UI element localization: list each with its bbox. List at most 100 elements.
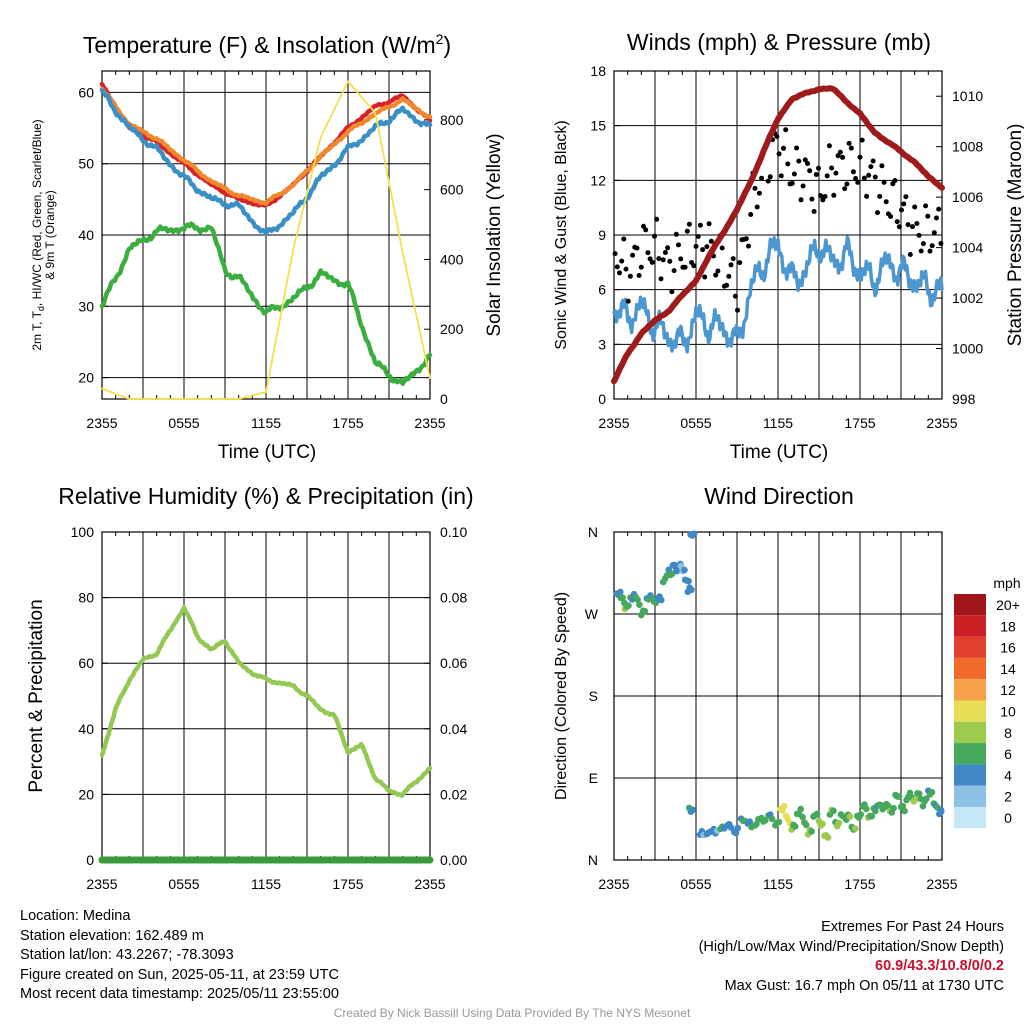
gust-point: [619, 258, 625, 264]
gust-point: [920, 241, 926, 247]
direction-point: [912, 796, 919, 803]
gust-point: [927, 248, 933, 254]
temperature-panel: Temperature (F) & Insolation (W/m2) Time…: [30, 31, 505, 463]
gust-point: [732, 293, 738, 299]
gust-point: [923, 203, 929, 209]
direction-point: [884, 802, 892, 810]
x-tick-label: 1755: [332, 415, 363, 431]
humidity-title: Relative Humidity (%) & Precipitation (i…: [58, 483, 473, 509]
direction-point: [824, 834, 832, 841]
gust-point: [912, 204, 918, 210]
y-tick-label: 6: [598, 282, 606, 298]
gust-point: [914, 221, 920, 226]
latlon-text: Station lat/lon: 43.2267; -78.3093: [20, 947, 234, 963]
colorbar-label: 14: [1000, 661, 1016, 677]
gust-point: [617, 270, 622, 276]
gust-point: [706, 221, 712, 227]
gust-point: [842, 186, 848, 192]
gust-point: [877, 193, 883, 199]
direction-point: [636, 601, 643, 608]
series-rh: [99, 605, 433, 798]
direction-point: [863, 805, 870, 813]
direction-point: [808, 828, 815, 835]
y2-tick-label: 0.06: [440, 655, 467, 671]
y2-tick-label: 0: [440, 391, 448, 407]
gust-point: [800, 183, 806, 189]
y-tick-label: 30: [78, 298, 94, 314]
gust-point: [837, 149, 843, 155]
gust-point: [656, 256, 662, 262]
insolation-line: [101, 80, 431, 400]
location-text: Location: Medina: [20, 908, 131, 924]
y-tick-label: 80: [78, 590, 94, 606]
gust-point: [936, 206, 942, 212]
y2-tick-label: 1002: [952, 290, 983, 306]
gust-point: [671, 268, 677, 274]
x-tick-label: 2355: [414, 415, 445, 431]
gust-point: [678, 256, 684, 262]
gust-point: [840, 154, 845, 160]
colorbar-swatch: [954, 700, 986, 722]
direction-point: [802, 821, 810, 829]
y-tick-label: 18: [590, 63, 606, 79]
gust-point: [831, 192, 837, 198]
gust-point: [850, 169, 856, 175]
direction-tick-label: S: [589, 688, 598, 704]
y-tick-label: 40: [78, 721, 94, 737]
gust-point: [791, 171, 797, 177]
colorbar-label: 10: [1000, 704, 1016, 720]
gust-point: [798, 197, 804, 203]
gust-point: [818, 193, 824, 199]
gust-point: [748, 212, 754, 217]
gust-point: [855, 179, 861, 185]
gust-point: [783, 127, 789, 133]
y2-tick-label: 1010: [952, 88, 983, 104]
x-tick-label: 2355: [86, 876, 117, 892]
gust-point: [765, 178, 771, 184]
gust-point: [645, 250, 651, 256]
gust-point: [929, 243, 935, 249]
direction-point: [673, 567, 681, 575]
gust-point: [684, 228, 690, 234]
gust-point: [918, 248, 924, 254]
gust-point: [641, 223, 646, 229]
station-info: Location: Medina Station elevation: 162.…: [20, 907, 339, 1005]
extremes-title: Extremes For Past 24 Hours: [821, 919, 1004, 935]
x-tick-label: 1155: [763, 876, 793, 892]
plot-frame: [613, 70, 943, 400]
direction-point: [625, 602, 632, 609]
gust-point: [737, 260, 743, 266]
gust-point: [809, 196, 815, 202]
colorbar-label: 6: [1004, 746, 1012, 762]
y2-tick-label: 1000: [952, 341, 983, 357]
gust-point: [627, 273, 633, 279]
gust-point: [638, 264, 644, 270]
temperature-y-label: 2m T, Td, HI/WC (Red, Green, Scarlet/Blu…: [30, 119, 57, 350]
winds-y-label: Sonic Wind & Gust (Blue, Black): [553, 120, 570, 349]
direction-point: [658, 596, 665, 604]
direction-tick-label: N: [588, 524, 598, 540]
gust-point: [774, 134, 780, 139]
y-tick-label: 100: [71, 524, 95, 540]
direction-point: [689, 806, 696, 814]
gust-point: [658, 276, 664, 282]
direction-point: [727, 824, 735, 831]
y-tick-label: 9: [598, 227, 606, 243]
y2-tick-label: 0.00: [440, 852, 467, 868]
gust-point: [794, 145, 800, 151]
gust-point: [868, 164, 874, 170]
gust-point: [881, 179, 887, 185]
gust-point: [652, 233, 657, 239]
colorbar-label: 0: [1004, 810, 1012, 826]
series-pressure: [611, 85, 945, 385]
x-tick-label: 1155: [251, 876, 281, 892]
gust-point: [916, 232, 922, 238]
gust-point: [903, 194, 909, 200]
winds-panel: Winds (mph) & Pressure (mb) Time (UTC) S…: [553, 29, 1024, 463]
gust-point: [925, 213, 931, 219]
temperature-x-label: Time (UTC): [218, 442, 317, 463]
credit-text: Created By Nick Bassill Using Data Provi…: [333, 1006, 691, 1020]
x-tick-label: 0555: [680, 876, 711, 892]
gust-point: [811, 209, 817, 214]
y-tick-label: 0: [598, 391, 606, 407]
